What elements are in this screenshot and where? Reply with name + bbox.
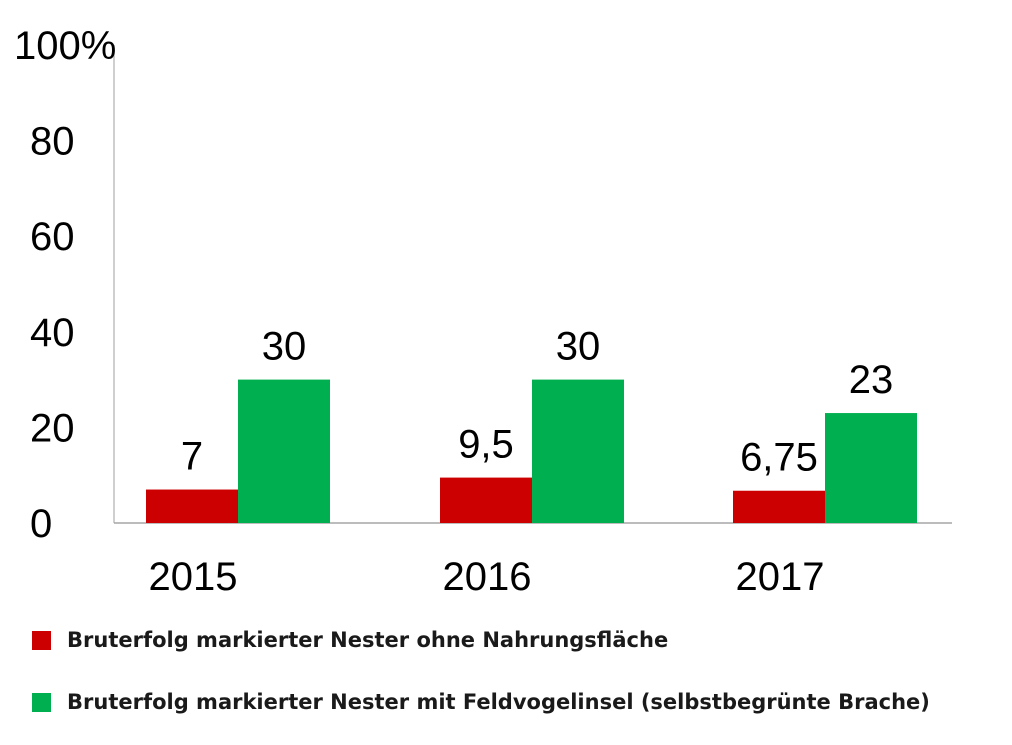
bar-ohne-nahrungsflaeche: [440, 477, 532, 523]
bar-mit-feldvogelinsel: [238, 379, 330, 523]
data-label: 7: [181, 435, 203, 479]
legend-swatch-green: [32, 692, 51, 712]
x-category-label: 2016: [443, 555, 532, 599]
data-label: 30: [262, 325, 307, 369]
legend-item-mit: Bruterfolg markierter Nester mit Feldvog…: [32, 690, 930, 714]
bars: [146, 379, 917, 523]
y-axis-ticks: 0 20 40 60 80 100%: [14, 24, 116, 546]
y-tick-label: 80: [30, 120, 75, 164]
legend-swatch-red: [32, 630, 51, 650]
legend-label: Bruterfolg markierter Nester mit Feldvog…: [67, 690, 930, 714]
y-tick-label: 100%: [14, 24, 116, 68]
data-label: 30: [556, 325, 601, 369]
data-label: 6,75: [740, 436, 818, 480]
legend-item-ohne: Bruterfolg markierter Nester ohne Nahrun…: [32, 628, 668, 652]
y-tick-label: 40: [30, 311, 75, 355]
y-tick-label: 20: [30, 406, 75, 450]
bar-mit-feldvogelinsel: [825, 413, 917, 523]
x-axis-categories: 2015 2016 2017: [149, 555, 825, 599]
bar-ohne-nahrungsflaeche: [146, 489, 238, 523]
y-tick-label: 0: [30, 502, 52, 546]
data-label: 23: [849, 358, 894, 402]
y-tick-label: 60: [30, 215, 75, 259]
bar-ohne-nahrungsflaeche: [733, 490, 825, 523]
data-labels: 7 30 9,5 30 6,75 23: [181, 325, 893, 480]
x-category-label: 2017: [736, 555, 825, 599]
legend-label: Bruterfolg markierter Nester ohne Nahrun…: [67, 628, 669, 652]
bar-mit-feldvogelinsel: [532, 379, 624, 523]
x-category-label: 2015: [149, 555, 238, 599]
data-label: 9,5: [458, 423, 514, 467]
